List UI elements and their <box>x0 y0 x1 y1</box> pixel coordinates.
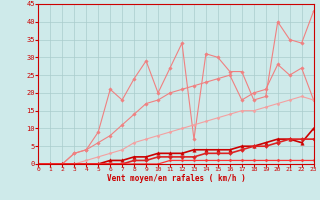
X-axis label: Vent moyen/en rafales ( km/h ): Vent moyen/en rafales ( km/h ) <box>107 174 245 183</box>
